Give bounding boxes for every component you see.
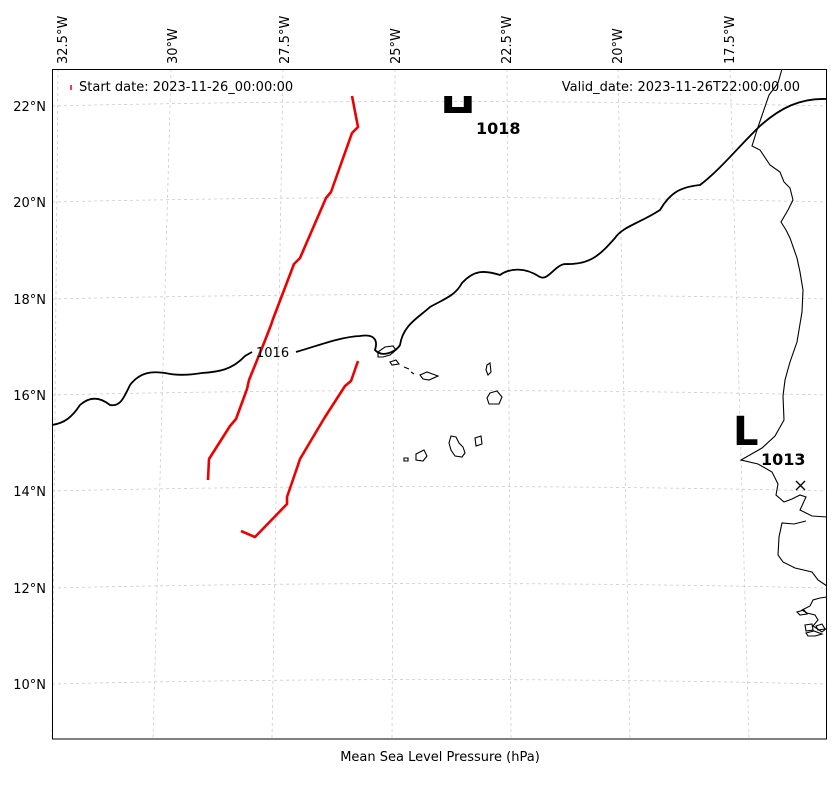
start-date-label: Start date: 2023-11-26_00:00:00: [79, 80, 293, 95]
low-center-letter: L: [733, 409, 759, 455]
lon-tick-label: 20°W: [611, 28, 626, 64]
island-sao-nicolau: [403, 366, 415, 375]
parallel-22n: [51, 101, 828, 107]
front-line-west: [206, 95, 360, 481]
lat-tick-label: 22°N: [13, 100, 46, 115]
high-center-letter: H: [440, 87, 475, 136]
island-santiago: [448, 435, 466, 458]
lat-tick-label: 16°N: [13, 389, 46, 404]
meridian-27.5w: [271, 68, 284, 740]
island-fogo: [415, 449, 428, 462]
contour-label-1016: 1016: [256, 346, 289, 361]
island-sal-rei: [419, 371, 440, 381]
meridian-17.5w: [729, 68, 750, 740]
lat-tick-label: 12°N: [13, 582, 46, 597]
lat-tick-label: 14°N: [13, 485, 46, 500]
meridian-22.5w: [506, 68, 512, 740]
valid-date-label: Valid_date: 2023-11-26T22:00:00.00: [562, 80, 800, 95]
high-center: H 1018: [440, 87, 521, 138]
parallel-16n: [51, 390, 828, 396]
island-sao-vicente: [389, 359, 400, 366]
lon-tick-label: 17.5°W: [723, 16, 738, 64]
lat-tick-label: 18°N: [13, 293, 46, 308]
front-line-east: [240, 360, 360, 539]
map-frame: [52, 69, 827, 740]
island-boa-vista: [486, 390, 503, 405]
low-center-marker: [795, 480, 806, 491]
meridian-20w: [617, 68, 631, 740]
meridian-30w: [152, 68, 172, 740]
isobar-1016: [51, 98, 828, 426]
graticule: [51, 68, 828, 740]
high-center-value: 1018: [476, 119, 521, 138]
island-bijagos-4: [805, 630, 824, 637]
parallel-18n: [51, 294, 828, 300]
island-sal: [485, 362, 492, 376]
island-santo-antao: [377, 345, 397, 358]
island-maio: [474, 435, 483, 447]
low-center: L 1013: [733, 409, 806, 469]
lon-tick-label: 27.5°W: [278, 16, 293, 64]
island-bijagos-3: [815, 623, 826, 631]
map-xlabel: Mean Sea Level Pressure (hPa): [340, 750, 540, 765]
lon-tick-label: 30°W: [166, 28, 181, 64]
africa-coast: [739, 68, 828, 633]
lon-tick-label: 22.5°W: [500, 16, 515, 64]
lat-tick-label: 10°N: [13, 678, 46, 693]
meridian-25w: [391, 68, 396, 740]
parallel-14n: [51, 486, 828, 492]
parallel-12n: [51, 583, 828, 589]
parallel-20n: [51, 197, 828, 203]
lon-tick-label: 32.5°W: [56, 16, 71, 64]
island-bijagos-1: [795, 609, 808, 616]
low-center-value: 1013: [761, 450, 806, 469]
island-brava: [403, 457, 409, 462]
island-bijagos-2: [804, 623, 814, 632]
lat-tick-labels: 22°N 20°N 18°N 16°N 14°N 12°N 10°N: [13, 100, 46, 693]
coastline: [377, 68, 828, 637]
legend: Start date: 2023-11-26_00:00:00 Valid_da…: [70, 80, 800, 95]
parallel-10n: [51, 679, 828, 685]
lon-tick-labels: 32.5°W 30°W 27.5°W 25°W 22.5°W 20°W 17.5…: [56, 16, 738, 64]
front-lines: [206, 95, 360, 539]
lon-tick-label: 25°W: [389, 28, 404, 64]
lat-tick-label: 20°N: [13, 196, 46, 211]
